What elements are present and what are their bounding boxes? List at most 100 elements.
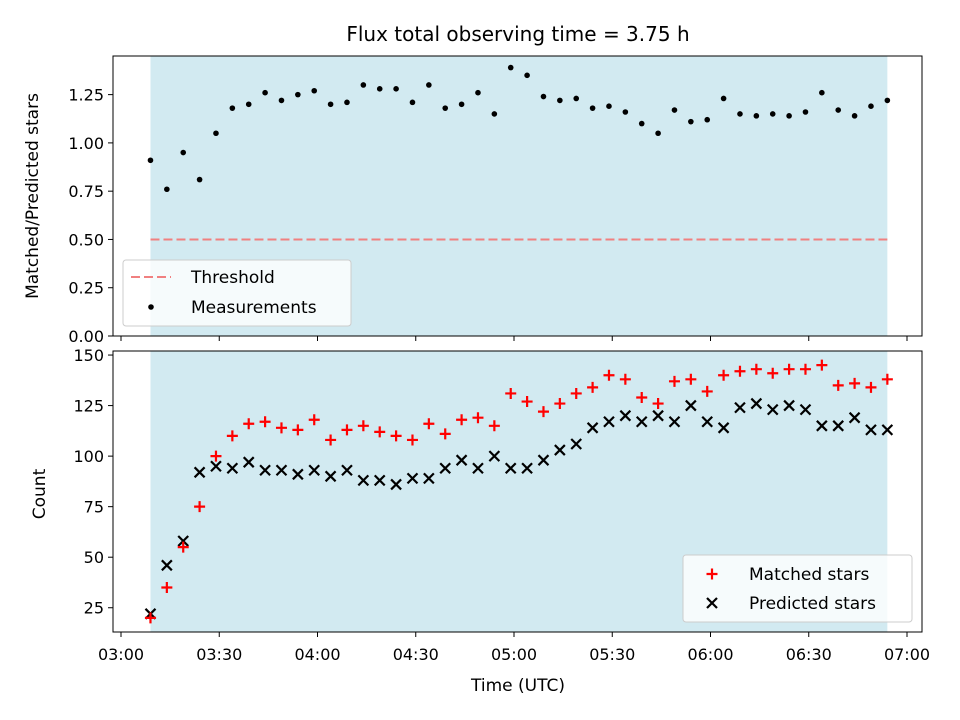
predicted-star-point	[472, 462, 484, 475]
matched-star-point	[570, 387, 582, 399]
matched-star-point	[243, 418, 255, 430]
predicted-star-point	[292, 468, 304, 481]
x-tick-label: 03:00	[98, 645, 144, 664]
measurement-point	[393, 86, 399, 92]
measurement-point	[295, 91, 301, 98]
measurement-point	[180, 149, 187, 156]
measurement-point	[229, 105, 236, 111]
measurement-point	[884, 97, 891, 104]
bottom-panel: 25 50 75 100 125 150 03:00 03:30 04:00 04:30 05:00…	[73, 346, 930, 664]
measurement-point	[655, 130, 661, 137]
predicted-star-point	[537, 454, 550, 466]
predicted-star-point	[816, 420, 828, 432]
bottom-plot-frame	[112, 350, 923, 633]
figure-title: Flux total observing time = 3.75 h	[346, 22, 689, 46]
matched-star-point	[783, 363, 795, 375]
predicted-star-point	[799, 403, 812, 416]
matched-star-point	[537, 406, 549, 418]
matched-star-point	[685, 373, 697, 385]
x-tick-label: 03:30	[196, 645, 242, 664]
top-legend	[122, 259, 352, 327]
x-tick-label: 04:30	[393, 645, 439, 664]
measurement-point	[819, 89, 825, 96]
predicted-star-point	[488, 450, 501, 462]
measurement-point	[409, 99, 416, 106]
predicted-star-point	[210, 460, 222, 473]
measurement-point	[344, 99, 350, 106]
measurement-point	[622, 109, 629, 115]
top-ylabel: Matched/Predicted stars	[23, 93, 43, 299]
bottom-legend	[682, 554, 913, 623]
matched-star-point	[456, 414, 468, 426]
matched-star-point	[488, 420, 500, 432]
measurement-point	[376, 86, 383, 92]
predicted-star-point	[766, 403, 779, 416]
x-tick-label: 05:30	[589, 645, 635, 664]
legend-measurements-label: Measurements	[191, 298, 317, 318]
predicted-star-point	[603, 415, 615, 428]
matched-star-point	[521, 396, 533, 408]
matched-star-point	[308, 414, 320, 426]
matched-star-point	[423, 418, 435, 430]
predicted-star-point	[554, 444, 566, 456]
predicted-star-point	[242, 456, 255, 468]
predicted-star-point	[455, 454, 468, 466]
matched-star-point	[636, 391, 648, 403]
measurement-point	[458, 101, 465, 108]
x-tick-label: 06:00	[687, 645, 733, 664]
predicted-star-point	[373, 474, 386, 487]
measurement-point	[753, 113, 760, 119]
predicted-star-point	[685, 399, 697, 412]
matched-star-point	[226, 430, 238, 442]
matched-star-point	[357, 420, 369, 432]
legend-matched-swatch	[706, 568, 718, 580]
matched-star-point	[816, 359, 828, 371]
y-tick-label: 0.75	[68, 182, 104, 201]
matched-star-point	[718, 369, 730, 381]
measurement-point	[245, 101, 252, 108]
predicted-star-point	[439, 462, 452, 475]
predicted-star-point	[652, 409, 664, 422]
measurement-point	[720, 95, 727, 102]
y-tick-label: 0.25	[68, 279, 104, 298]
measurement-point	[442, 105, 449, 111]
measurement-point	[196, 176, 203, 183]
matched-star-point	[292, 424, 304, 436]
measurement-point	[164, 186, 170, 193]
matched-star-point	[767, 367, 779, 379]
predicted-star-point	[881, 424, 894, 436]
predicted-star-point	[734, 401, 746, 414]
matched-star-point	[587, 381, 599, 393]
y-tick-label: 50	[84, 548, 104, 567]
predicted-star-point	[504, 462, 517, 475]
x-tick-label: 06:30	[786, 645, 832, 664]
legend-predicted-label: Predicted stars	[749, 594, 876, 614]
measurement-point	[671, 107, 678, 113]
predicted-star-point	[586, 422, 599, 434]
measurement-point	[737, 111, 743, 117]
matched-star-point	[325, 434, 337, 446]
legend-threshold-label: Threshold	[190, 268, 275, 288]
measurement-point	[868, 103, 874, 110]
matched-star-point	[275, 422, 287, 434]
matched-star-point	[619, 373, 631, 385]
matched-star-point	[161, 582, 173, 594]
predicted-star-point	[570, 438, 583, 450]
matched-star-point	[210, 450, 222, 462]
measurement-point	[213, 130, 219, 137]
matched-star-point	[472, 412, 484, 424]
matched-star-point	[554, 398, 566, 410]
legend-measurements-swatch	[148, 304, 154, 310]
matched-star-point	[144, 612, 156, 624]
predicted-star-point	[161, 559, 173, 572]
top-plot-frame	[112, 55, 923, 337]
predicted-star-point	[668, 415, 681, 428]
matched-star-point	[750, 363, 762, 375]
predicted-star-point	[259, 464, 271, 477]
predicted-star-point	[390, 478, 402, 491]
measurement-point	[851, 113, 858, 119]
matched-star-point	[799, 363, 811, 375]
measurement-point	[524, 72, 530, 79]
y-tick-label: 75	[84, 498, 104, 517]
